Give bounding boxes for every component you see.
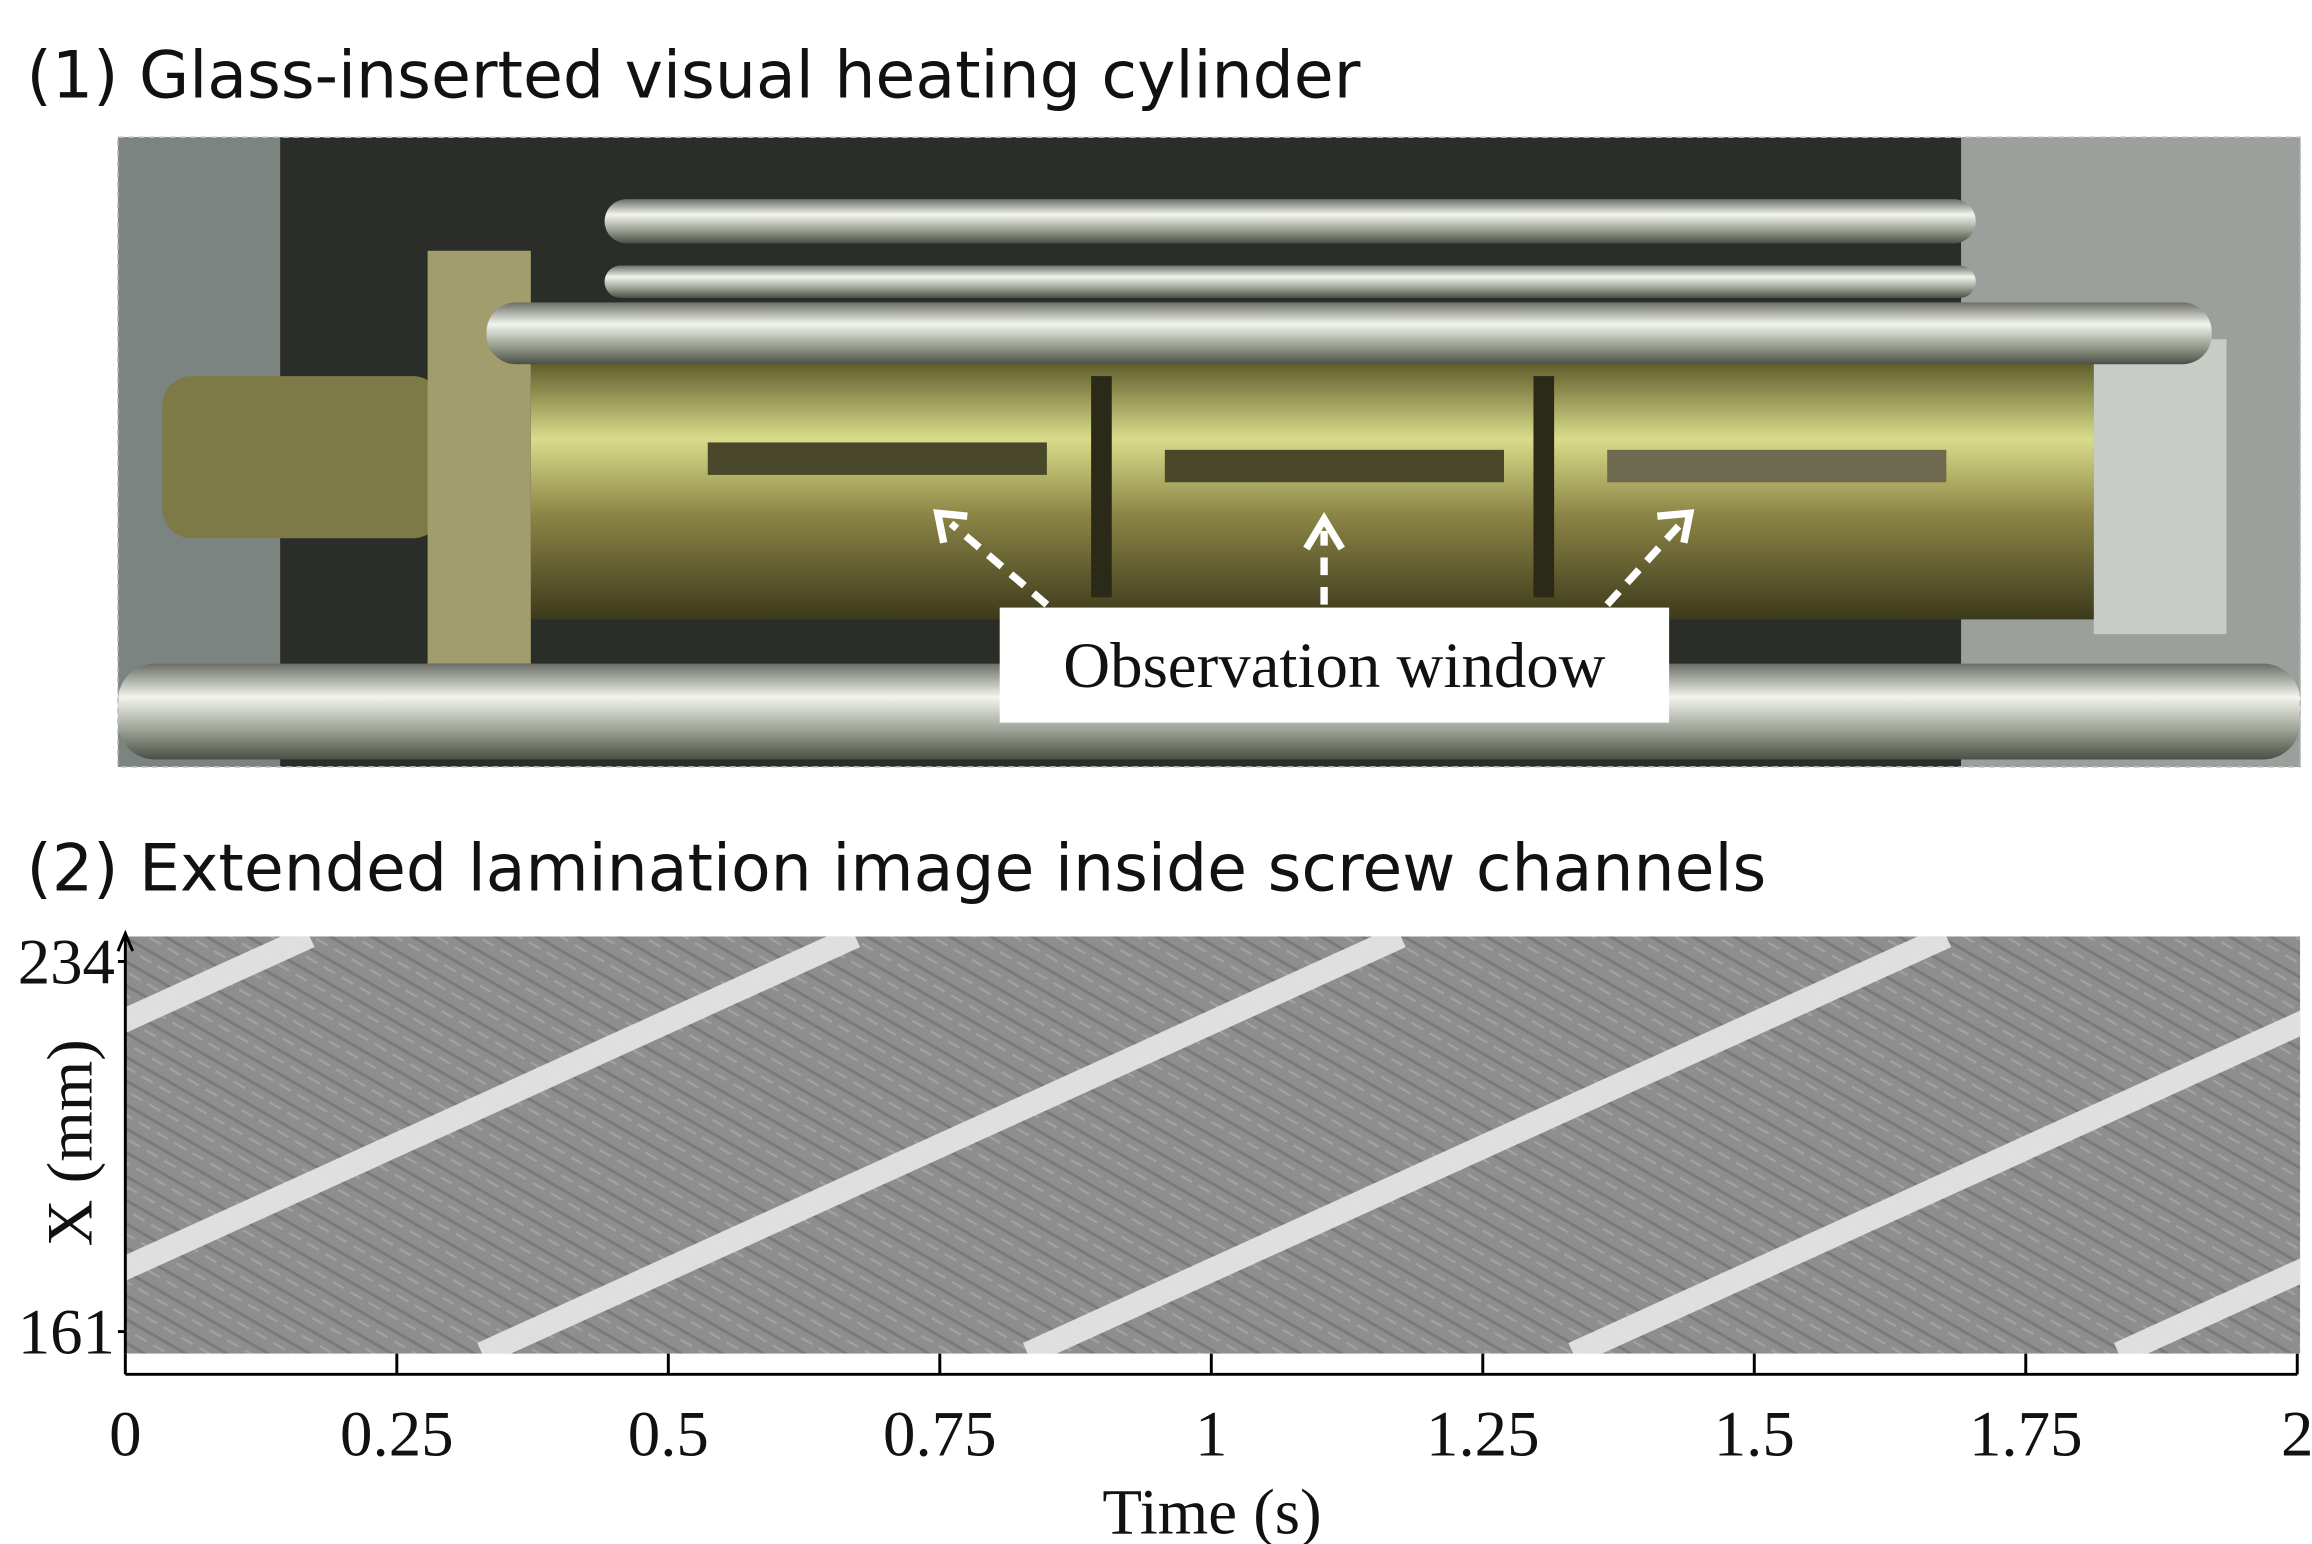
x-tick-label: 0.75: [883, 1398, 997, 1470]
x-tick-label: 0.25: [340, 1398, 454, 1470]
x-tick-label: 1.25: [1426, 1398, 1540, 1470]
x-tick-label: 0.5: [628, 1398, 709, 1470]
y-tick-label: 161: [18, 1297, 115, 1369]
annotation: Observation window: [1063, 630, 1605, 702]
x-tick-label: 2: [2281, 1398, 2312, 1470]
x-tick-label: 1.75: [1969, 1398, 2083, 1470]
panel-title: (2) Extended lamination image inside scr…: [27, 832, 1767, 907]
x-axis-label: Time (s): [1102, 1477, 1321, 1544]
panel-title: (1) Glass-inserted visual heating cylind…: [27, 38, 1361, 113]
x-tick-label: 1: [1195, 1398, 1227, 1470]
x-tick-label: 0: [109, 1398, 141, 1470]
y-axis-label: X (mm): [34, 1039, 106, 1246]
x-tick-label: 1.5: [1714, 1398, 1795, 1470]
y-tick-label: 234: [18, 927, 115, 999]
lamination-image: [0, 936, 2312, 1353]
figure: (1) Glass-inserted visual heating cylind…: [0, 0, 2312, 1544]
